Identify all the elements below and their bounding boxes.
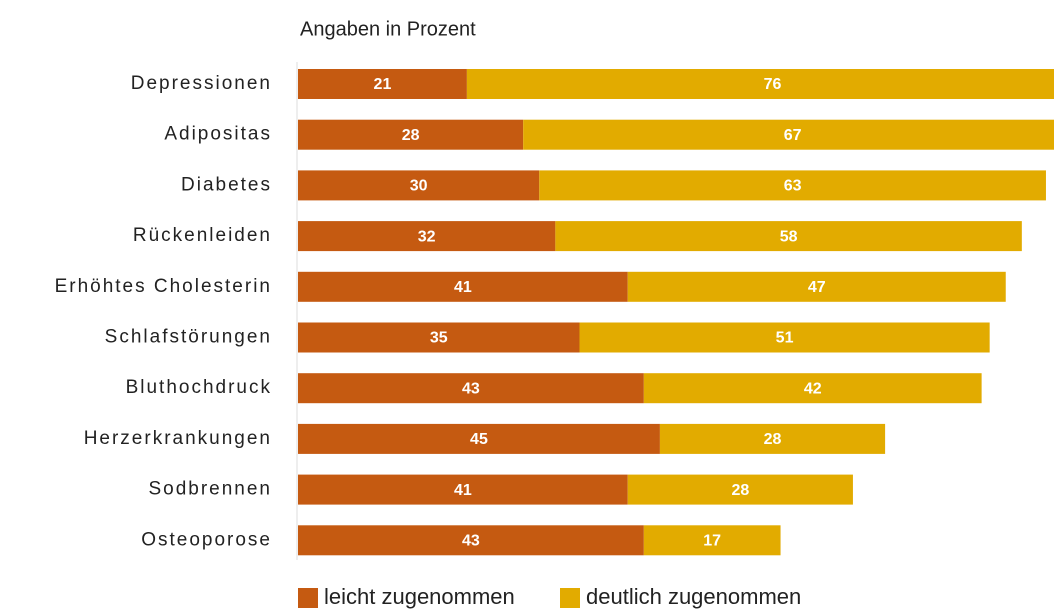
bar-segment (579, 322, 990, 353)
bar-segment (298, 271, 628, 302)
data-label: 17 (703, 533, 721, 550)
bar-segment (659, 423, 886, 454)
category-label: Erhöhtes Cholesterin (55, 276, 272, 297)
bar-segment (298, 221, 556, 252)
data-label: 45 (470, 431, 488, 448)
category-label: Herzerkrankungen (84, 428, 272, 449)
bar-segment (643, 525, 781, 556)
bar-segment (523, 119, 1054, 150)
category-label: Osteoporose (141, 529, 272, 550)
data-label: 63 (784, 178, 802, 195)
bar-segment (298, 423, 660, 454)
data-label: 28 (731, 482, 749, 499)
data-label: 43 (462, 380, 480, 397)
data-label: 21 (374, 76, 392, 93)
bar-segment (298, 119, 524, 150)
data-label: 41 (454, 482, 472, 499)
bar-segment (466, 69, 1054, 99)
bar-segment (298, 69, 467, 99)
legend-label: leicht zugenommen (324, 584, 515, 609)
legend-label: deutlich zugenommen (586, 584, 801, 609)
data-label: 32 (418, 228, 436, 245)
category-label: Sodbrennen (148, 479, 272, 500)
bar-segment (643, 373, 982, 404)
category-label: Rückenleiden (133, 225, 272, 246)
bar-segment (298, 525, 644, 556)
bar-segment (298, 322, 580, 353)
data-label: 47 (808, 279, 826, 296)
data-label: 41 (454, 279, 472, 296)
bar-segment (627, 271, 1006, 302)
category-label: Depressionen (131, 73, 272, 94)
data-label: 43 (462, 533, 480, 550)
data-label: 51 (776, 330, 794, 347)
data-label: 58 (780, 228, 798, 245)
category-label: Schlafstörungen (105, 327, 272, 348)
bar-segment (298, 474, 628, 505)
data-label: 42 (804, 380, 822, 397)
legend-swatch (560, 588, 580, 608)
data-label: 35 (430, 330, 448, 347)
bar-segment (555, 221, 1022, 252)
legend-swatch (298, 588, 318, 608)
data-label: 67 (784, 127, 802, 144)
data-label: 28 (402, 127, 420, 144)
data-label: 76 (764, 76, 782, 93)
bar-segment (539, 170, 1046, 201)
bar-segment (298, 170, 540, 201)
chart-subtitle: Angaben in Prozent (300, 18, 476, 40)
category-label: Bluthochdruck (126, 377, 272, 398)
data-label: 30 (410, 178, 428, 195)
category-label: Diabetes (181, 174, 272, 195)
bar-segment (298, 373, 644, 404)
category-label: Adipositas (164, 124, 272, 145)
data-label: 28 (764, 431, 782, 448)
bar-segment (627, 474, 853, 505)
